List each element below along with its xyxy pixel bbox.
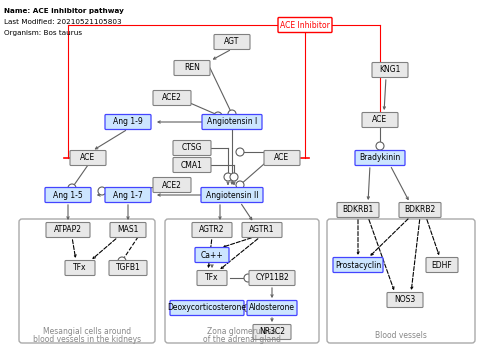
FancyBboxPatch shape <box>46 223 90 238</box>
FancyBboxPatch shape <box>170 301 244 315</box>
Text: Prostacyclin: Prostacyclin <box>335 260 381 270</box>
FancyBboxPatch shape <box>355 150 405 166</box>
FancyBboxPatch shape <box>70 150 106 166</box>
Text: Aldosterone: Aldosterone <box>249 303 295 313</box>
Text: BDKRB2: BDKRB2 <box>404 205 436 215</box>
Text: AGTR2: AGTR2 <box>199 225 225 234</box>
Text: ACE Inhibitor: ACE Inhibitor <box>280 21 330 29</box>
Text: Name: ACE inhibitor pathway: Name: ACE inhibitor pathway <box>4 8 124 14</box>
Text: TFx: TFx <box>205 273 219 282</box>
Circle shape <box>244 274 252 282</box>
FancyBboxPatch shape <box>165 219 319 343</box>
Text: of the adrenal gland: of the adrenal gland <box>203 336 281 344</box>
Text: AGTR1: AGTR1 <box>249 225 275 234</box>
Text: Ang 1-9: Ang 1-9 <box>113 118 143 126</box>
Text: TFx: TFx <box>73 264 87 273</box>
FancyBboxPatch shape <box>387 293 423 308</box>
FancyBboxPatch shape <box>105 188 151 203</box>
FancyBboxPatch shape <box>214 35 250 49</box>
Text: AGT: AGT <box>224 37 240 47</box>
Text: Angiotensin II: Angiotensin II <box>206 190 258 199</box>
Circle shape <box>98 187 106 195</box>
Text: MAS1: MAS1 <box>117 225 139 234</box>
FancyBboxPatch shape <box>247 301 297 315</box>
FancyBboxPatch shape <box>426 258 458 273</box>
FancyBboxPatch shape <box>173 158 211 173</box>
Text: Organism: Bos taurus: Organism: Bos taurus <box>4 30 82 36</box>
FancyBboxPatch shape <box>201 188 263 203</box>
Text: NOS3: NOS3 <box>395 295 416 304</box>
FancyBboxPatch shape <box>278 18 332 33</box>
Text: ACE2: ACE2 <box>162 93 182 103</box>
FancyBboxPatch shape <box>242 223 282 238</box>
Text: Mesangial cells around: Mesangial cells around <box>43 328 131 336</box>
Text: TGFB1: TGFB1 <box>116 264 140 273</box>
Circle shape <box>376 142 384 150</box>
FancyBboxPatch shape <box>337 203 379 217</box>
Text: Ang 1-5: Ang 1-5 <box>53 190 83 199</box>
FancyBboxPatch shape <box>174 61 210 76</box>
Text: Last Modified: 20210521105803: Last Modified: 20210521105803 <box>4 19 121 25</box>
Circle shape <box>224 173 232 181</box>
FancyBboxPatch shape <box>197 271 227 286</box>
Text: Bradykinin: Bradykinin <box>360 154 401 162</box>
Text: CTSG: CTSG <box>182 144 202 153</box>
FancyBboxPatch shape <box>173 140 211 155</box>
FancyBboxPatch shape <box>333 258 383 273</box>
FancyBboxPatch shape <box>264 150 300 166</box>
FancyBboxPatch shape <box>362 112 398 127</box>
FancyBboxPatch shape <box>195 247 229 262</box>
FancyBboxPatch shape <box>202 114 262 130</box>
FancyBboxPatch shape <box>327 219 475 343</box>
Text: NR3C2: NR3C2 <box>259 328 285 336</box>
Text: ACE: ACE <box>275 154 289 162</box>
FancyBboxPatch shape <box>153 91 191 105</box>
Circle shape <box>68 184 76 192</box>
Text: Angiotensin I: Angiotensin I <box>207 118 257 126</box>
Text: Ang 1-7: Ang 1-7 <box>113 190 143 199</box>
Circle shape <box>236 181 244 189</box>
Circle shape <box>236 148 244 156</box>
Text: BDKRB1: BDKRB1 <box>342 205 373 215</box>
FancyBboxPatch shape <box>45 188 91 203</box>
FancyBboxPatch shape <box>192 223 232 238</box>
FancyBboxPatch shape <box>399 203 441 217</box>
FancyBboxPatch shape <box>105 114 151 130</box>
FancyBboxPatch shape <box>253 324 291 339</box>
Text: Ca++: Ca++ <box>201 251 223 259</box>
Text: Zona glomerulosa: Zona glomerulosa <box>207 328 276 336</box>
Text: CMA1: CMA1 <box>181 161 203 169</box>
Text: ACE: ACE <box>81 154 96 162</box>
Circle shape <box>244 304 252 312</box>
FancyBboxPatch shape <box>19 219 155 343</box>
Text: EDHF: EDHF <box>432 260 452 270</box>
Text: CYP11B2: CYP11B2 <box>255 273 289 282</box>
Text: Deoxycorticosterone: Deoxycorticosterone <box>168 303 247 313</box>
FancyBboxPatch shape <box>249 271 295 286</box>
FancyBboxPatch shape <box>153 177 191 192</box>
FancyBboxPatch shape <box>110 223 146 238</box>
Text: ATPAP2: ATPAP2 <box>54 225 82 234</box>
FancyBboxPatch shape <box>372 63 408 77</box>
Text: blood vessels in the kidneys: blood vessels in the kidneys <box>33 336 141 344</box>
Text: ACE2: ACE2 <box>162 181 182 189</box>
Text: KNG1: KNG1 <box>379 65 401 75</box>
FancyBboxPatch shape <box>109 260 147 275</box>
Text: ACE: ACE <box>372 116 387 125</box>
Text: REN: REN <box>184 63 200 72</box>
Circle shape <box>118 257 126 265</box>
Circle shape <box>214 112 222 120</box>
FancyBboxPatch shape <box>65 260 95 275</box>
Circle shape <box>228 110 236 118</box>
Circle shape <box>230 173 238 181</box>
Text: Blood vessels: Blood vessels <box>375 331 427 341</box>
